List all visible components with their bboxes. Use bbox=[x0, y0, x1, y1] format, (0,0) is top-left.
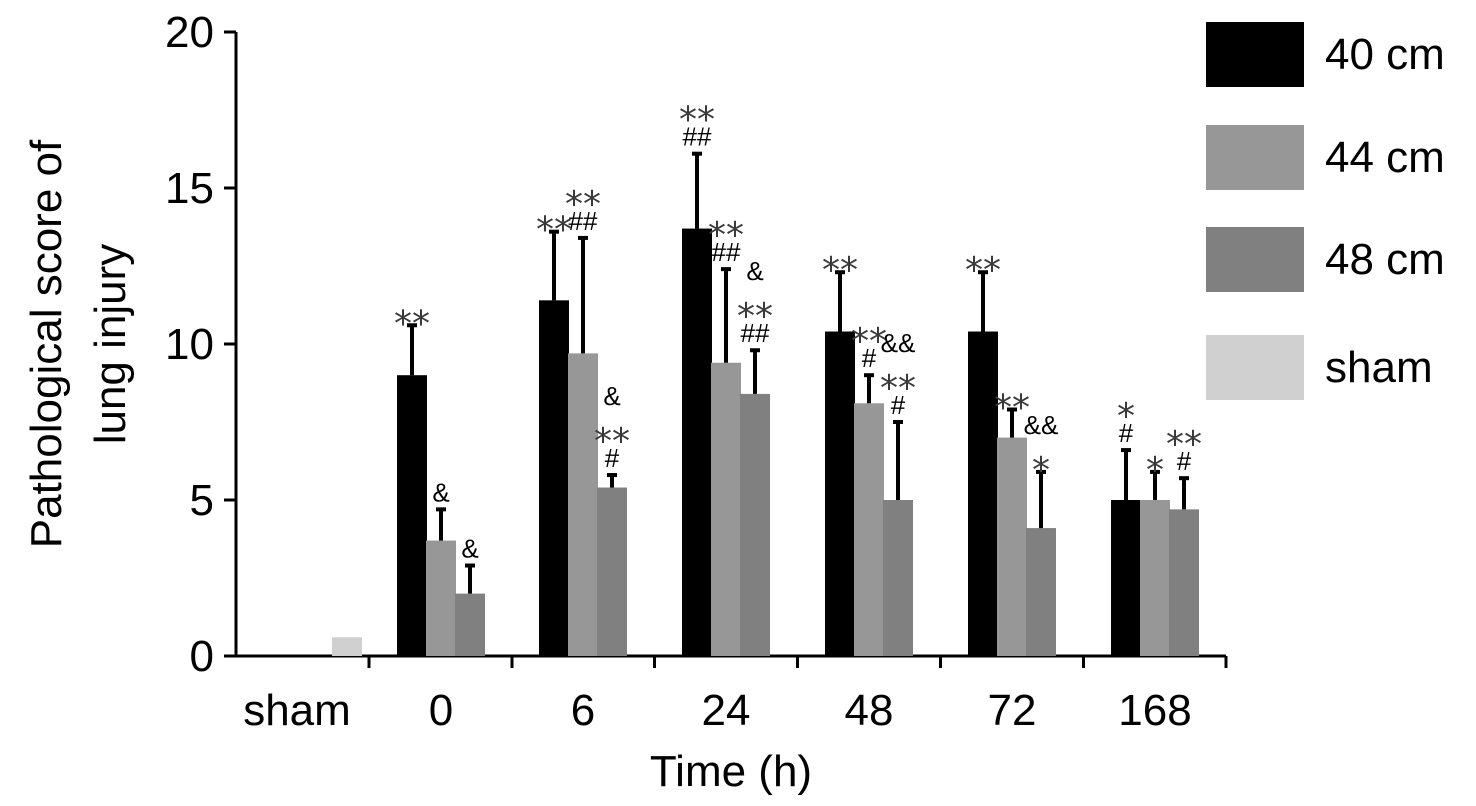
significance-label: && bbox=[1024, 410, 1059, 440]
bar bbox=[1169, 509, 1199, 656]
significance-label: ** bbox=[851, 321, 887, 362]
significance-label: ## bbox=[712, 237, 741, 267]
y-axis-title: Pathological score of lung injury bbox=[22, 139, 135, 548]
legend-swatch bbox=[1206, 125, 1304, 190]
legend-label: 40 cm bbox=[1325, 30, 1445, 79]
significance-label: # bbox=[1177, 446, 1192, 476]
bar bbox=[682, 228, 712, 656]
significance-label: * bbox=[1032, 450, 1050, 491]
significance-label: ** bbox=[679, 100, 715, 141]
significance-label: & bbox=[603, 381, 620, 411]
bar bbox=[1140, 500, 1170, 656]
significance-label: ** bbox=[394, 303, 430, 344]
significance-label: ** bbox=[965, 250, 1001, 291]
y-axis: 0 5 10 15 20 bbox=[165, 8, 238, 681]
bar bbox=[426, 540, 456, 656]
bar bbox=[568, 353, 598, 656]
y-tick-label: 5 bbox=[190, 476, 214, 525]
bar bbox=[1111, 500, 1141, 656]
x-tick-label: 72 bbox=[988, 686, 1037, 735]
x-tick-label: 6 bbox=[571, 686, 595, 735]
significance-label: & bbox=[432, 477, 449, 507]
bar bbox=[854, 403, 884, 656]
significance-label: & bbox=[461, 534, 478, 564]
x-axis-title: Time (h) bbox=[650, 747, 812, 796]
significance-label: ** bbox=[565, 184, 601, 225]
y-tick-label: 15 bbox=[165, 164, 214, 213]
legend-swatch bbox=[1206, 22, 1304, 87]
significance-label: ** bbox=[737, 296, 773, 337]
significance-label: && bbox=[881, 328, 916, 358]
significance-label: ** bbox=[536, 210, 572, 251]
significance-label: & bbox=[746, 256, 763, 286]
x-tick-label: 0 bbox=[429, 686, 453, 735]
x-axis: sham 0 6 24 48 72 168 bbox=[236, 654, 1228, 735]
x-tick-label: 168 bbox=[1118, 686, 1191, 735]
bar bbox=[332, 637, 362, 656]
significance-label: # bbox=[862, 343, 877, 373]
x-tick-label: 48 bbox=[845, 686, 894, 735]
significance-label: ## bbox=[741, 318, 770, 348]
significance-label: ** bbox=[822, 250, 858, 291]
bar bbox=[968, 331, 998, 656]
error-bars bbox=[407, 151, 1189, 594]
significance-label: * bbox=[1146, 450, 1164, 491]
bar bbox=[455, 593, 485, 656]
bar bbox=[997, 437, 1027, 656]
bar bbox=[539, 300, 569, 656]
significance-label: ** bbox=[880, 368, 916, 409]
legend-swatch bbox=[1206, 335, 1304, 400]
legend-label: sham bbox=[1325, 343, 1433, 392]
significance-annotations: **&&**##**#**&##**##**##**& **#**#**&&***… bbox=[394, 100, 1202, 564]
significance-label: ** bbox=[994, 388, 1030, 429]
legend-label: 48 cm bbox=[1325, 235, 1445, 284]
bar bbox=[883, 500, 913, 656]
legend: 40 cm 44 cm 48 cm sham bbox=[1206, 22, 1445, 400]
significance-label: ** bbox=[1166, 424, 1202, 465]
bar bbox=[597, 487, 627, 656]
significance-label: # bbox=[605, 443, 620, 473]
significance-label: # bbox=[891, 390, 906, 420]
y-tick-label: 0 bbox=[190, 632, 214, 681]
x-tick-label: 24 bbox=[702, 686, 751, 735]
bar bbox=[397, 375, 427, 656]
bar bbox=[711, 362, 741, 656]
significance-label: # bbox=[1119, 418, 1134, 448]
significance-label: ** bbox=[708, 215, 744, 256]
significance-label: * bbox=[1117, 396, 1135, 437]
y-axis-title-line-1: Pathological score of bbox=[22, 139, 71, 548]
legend-label: 44 cm bbox=[1325, 133, 1445, 182]
bars bbox=[332, 228, 1199, 656]
legend-swatch bbox=[1206, 227, 1304, 292]
bar bbox=[825, 331, 855, 656]
y-axis-title-line-2: lung injury bbox=[86, 244, 135, 445]
y-tick-label: 20 bbox=[165, 8, 214, 57]
y-tick-label: 10 bbox=[165, 320, 214, 369]
bar bbox=[1026, 528, 1056, 656]
significance-label: ** bbox=[594, 421, 630, 462]
bar bbox=[740, 393, 770, 656]
significance-label: ## bbox=[683, 122, 712, 152]
significance-label: ## bbox=[569, 206, 598, 236]
x-tick-label: sham bbox=[243, 686, 351, 735]
